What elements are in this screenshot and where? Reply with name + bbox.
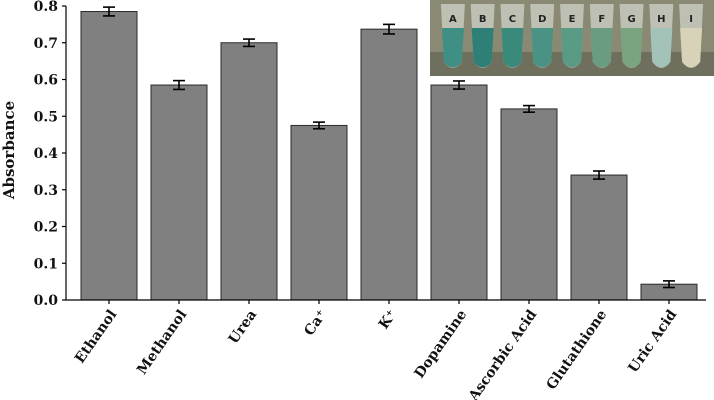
error-bars-group bbox=[103, 6, 675, 289]
category-label: Ca⁺ bbox=[301, 307, 330, 339]
y-tick-label: 0.1 bbox=[34, 256, 58, 272]
vial-label: I bbox=[689, 14, 693, 25]
category-label: K⁺ bbox=[376, 307, 400, 332]
category-label: Uric Acid bbox=[625, 307, 680, 376]
error-bar bbox=[173, 79, 185, 91]
y-tick-label: 0.5 bbox=[34, 109, 58, 125]
bar bbox=[80, 11, 138, 301]
bar bbox=[500, 108, 558, 301]
vial: D bbox=[530, 4, 555, 68]
y-tick-label: 0.8 bbox=[34, 0, 58, 15]
error-bar bbox=[383, 23, 395, 35]
vial-label: E bbox=[569, 14, 576, 25]
vial-label: A bbox=[449, 14, 457, 25]
category-label: Ethanol bbox=[72, 307, 120, 366]
y-tick-label: 0.2 bbox=[34, 220, 58, 236]
vial: H bbox=[649, 4, 674, 68]
error-bar bbox=[663, 280, 675, 289]
y-tick-label: 0.4 bbox=[34, 146, 59, 162]
y-tick-label: 0.6 bbox=[34, 73, 58, 89]
vial-label: F bbox=[598, 14, 605, 25]
x-axis: Ethanol Methanol Urea Ca⁺ K⁺ DopamineAscorbic… bbox=[66, 299, 706, 400]
error-bar bbox=[243, 38, 255, 48]
bar bbox=[570, 174, 628, 301]
category-label: Ascorbic Acid bbox=[465, 307, 540, 400]
error-bar bbox=[453, 80, 465, 90]
vial-label: G bbox=[627, 14, 635, 25]
bar bbox=[360, 28, 418, 301]
bar bbox=[430, 84, 488, 301]
vial: B bbox=[470, 4, 495, 68]
vial-label: D bbox=[538, 14, 546, 25]
error-bar bbox=[103, 6, 115, 17]
category-label: Urea bbox=[226, 307, 261, 347]
y-axis-title: Absorbance bbox=[0, 101, 18, 200]
vial-label: B bbox=[479, 14, 487, 25]
error-bar bbox=[313, 121, 325, 130]
vial: A bbox=[440, 4, 465, 68]
bar bbox=[290, 124, 348, 301]
error-bar bbox=[593, 170, 605, 180]
y-tick-label: 0.0 bbox=[34, 293, 59, 309]
category-label: Glutathione bbox=[544, 307, 611, 393]
vial: G bbox=[619, 4, 644, 68]
vial-label: C bbox=[509, 14, 516, 25]
category-label: Dopamine bbox=[412, 307, 471, 381]
bar bbox=[220, 42, 278, 301]
vial: C bbox=[500, 4, 525, 68]
error-bar bbox=[523, 104, 535, 114]
bar bbox=[150, 84, 208, 301]
vial: E bbox=[560, 4, 584, 68]
y-axis: 0.0 0.1 0.2 0.3 0.4 0.5 0.6 0.7 0.8 bbox=[34, 0, 67, 309]
vial-photo-inset: A B C D E F G H I bbox=[430, 0, 714, 76]
y-tick-label: 0.7 bbox=[34, 36, 58, 52]
category-label: Methanol bbox=[134, 307, 190, 378]
vial: I bbox=[679, 4, 704, 68]
vial: F bbox=[589, 4, 614, 68]
y-tick-label: 0.3 bbox=[34, 183, 58, 199]
vial-label: H bbox=[657, 14, 665, 25]
